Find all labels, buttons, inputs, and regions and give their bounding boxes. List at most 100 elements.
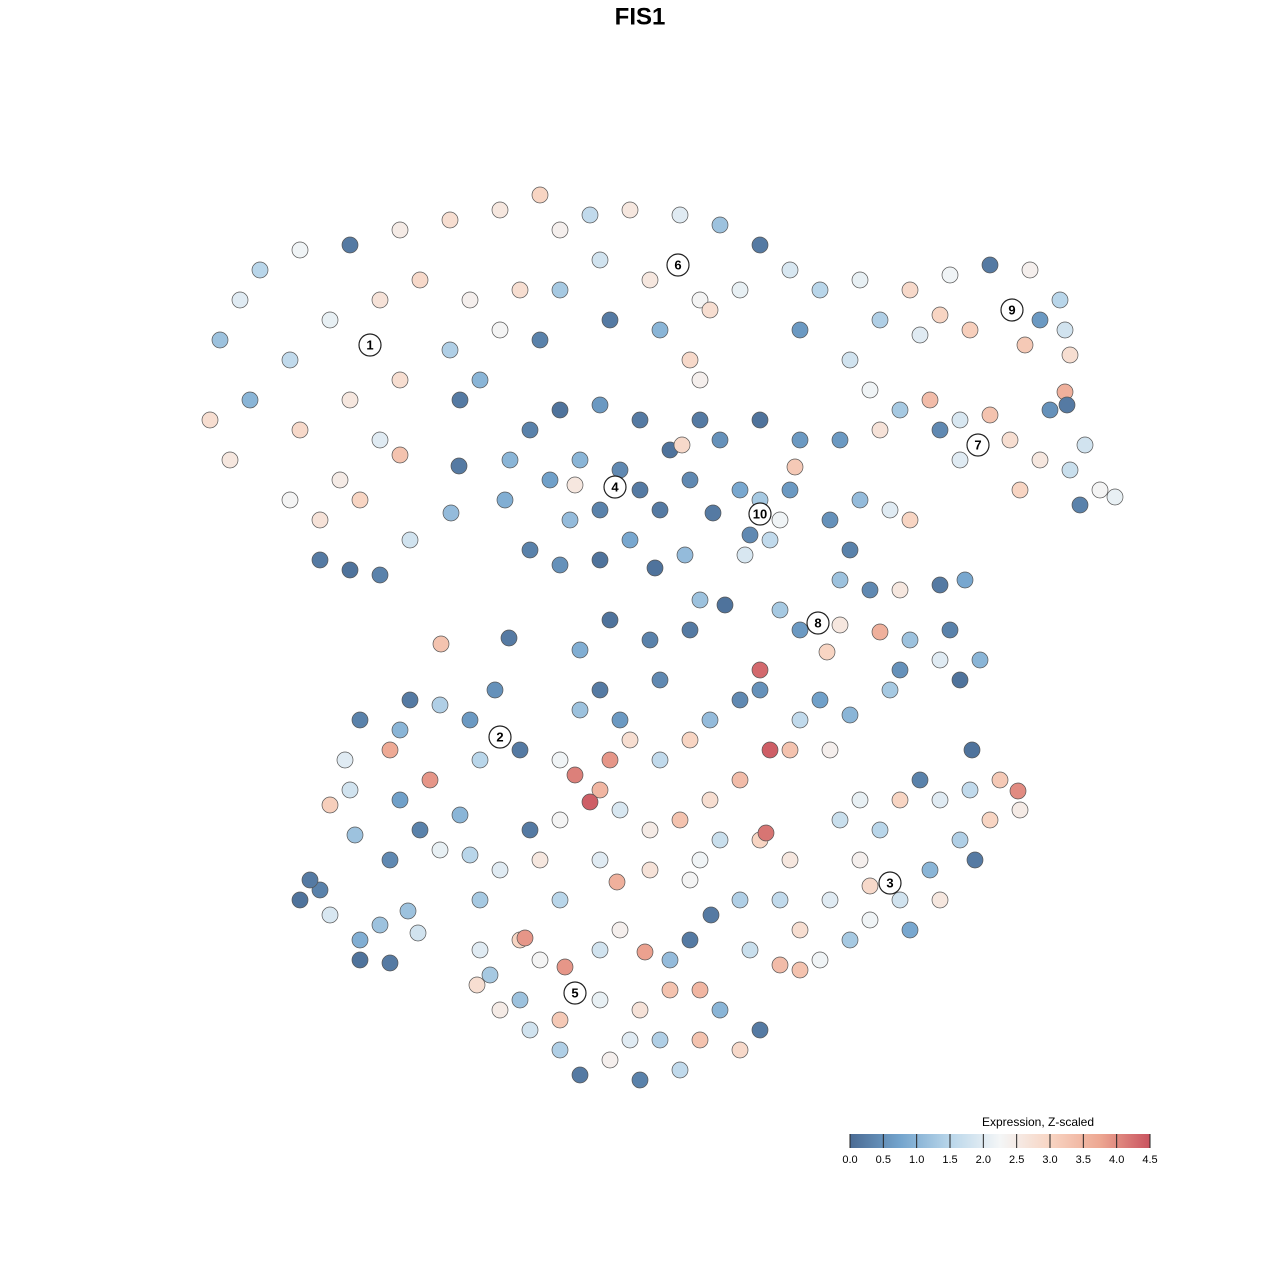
- point: [571, 641, 589, 659]
- point: [921, 391, 939, 409]
- point: [981, 811, 999, 829]
- point: [531, 331, 549, 349]
- point: [781, 741, 799, 759]
- point: [431, 696, 449, 714]
- point: [1031, 451, 1049, 469]
- point: [591, 396, 609, 414]
- point: [431, 841, 449, 859]
- point: [761, 741, 779, 759]
- point: [591, 501, 609, 519]
- point: [566, 476, 584, 494]
- point: [731, 891, 749, 909]
- colorbar-tick-label: 3.5: [1076, 1154, 1091, 1166]
- point: [671, 1061, 689, 1079]
- point: [521, 541, 539, 559]
- point: [701, 791, 719, 809]
- point: [611, 921, 629, 939]
- point: [351, 711, 369, 729]
- point: [561, 511, 579, 529]
- cluster-label: 7: [974, 437, 981, 452]
- point: [631, 1001, 649, 1019]
- point: [391, 446, 409, 464]
- point: [511, 281, 529, 299]
- point: [441, 211, 459, 229]
- point: [691, 291, 709, 309]
- colorbar-tick-label: 2.5: [1009, 1154, 1024, 1166]
- colorbar-gradient: [850, 1134, 1150, 1148]
- point: [442, 504, 460, 522]
- point: [636, 943, 654, 961]
- point: [241, 391, 259, 409]
- cluster-label: 5: [571, 985, 578, 1000]
- point: [861, 381, 879, 399]
- point: [471, 891, 489, 909]
- point: [891, 581, 909, 599]
- point: [351, 951, 369, 969]
- point: [531, 851, 549, 869]
- point: [591, 991, 609, 1009]
- point: [901, 921, 919, 939]
- point: [516, 929, 534, 947]
- cluster-label: 8: [814, 615, 821, 630]
- point: [611, 711, 629, 729]
- point: [351, 491, 369, 509]
- point: [891, 891, 909, 909]
- point: [791, 621, 809, 639]
- point: [941, 621, 959, 639]
- point: [601, 1051, 619, 1069]
- point: [841, 706, 859, 724]
- point: [931, 891, 949, 909]
- point: [931, 576, 949, 594]
- point: [704, 504, 722, 522]
- cluster-marker: [806, 611, 830, 635]
- point: [391, 791, 409, 809]
- point: [451, 806, 469, 824]
- point: [531, 951, 549, 969]
- point: [1051, 291, 1069, 309]
- point: [811, 951, 829, 969]
- point: [371, 916, 389, 934]
- point: [411, 821, 429, 839]
- point: [681, 931, 699, 949]
- point: [691, 981, 709, 999]
- point: [751, 411, 769, 429]
- point: [391, 721, 409, 739]
- point: [336, 751, 354, 769]
- colorbar-title: Expression, Z-scaled: [982, 1115, 1094, 1129]
- colorbar-tick-label: 4.0: [1109, 1154, 1124, 1166]
- point: [956, 571, 974, 589]
- point: [811, 281, 829, 299]
- point: [751, 661, 769, 679]
- point: [468, 976, 486, 994]
- point: [1009, 782, 1027, 800]
- point: [461, 846, 479, 864]
- point: [821, 891, 839, 909]
- point: [511, 991, 529, 1009]
- point: [571, 701, 589, 719]
- point: [851, 491, 869, 509]
- point: [971, 651, 989, 669]
- point: [591, 551, 609, 569]
- point: [941, 266, 959, 284]
- point: [421, 771, 439, 789]
- cluster-marker: [878, 871, 902, 895]
- point: [731, 771, 749, 789]
- point: [841, 541, 859, 559]
- point: [757, 824, 775, 842]
- point: [551, 281, 569, 299]
- point: [786, 458, 804, 476]
- point: [311, 551, 329, 569]
- point: [691, 1031, 709, 1049]
- point: [231, 291, 249, 309]
- point: [531, 186, 549, 204]
- point: [211, 331, 229, 349]
- point: [651, 671, 669, 689]
- point: [281, 351, 299, 369]
- point: [818, 643, 836, 661]
- point: [791, 431, 809, 449]
- point: [691, 851, 709, 869]
- point: [551, 1011, 569, 1029]
- point: [461, 291, 479, 309]
- cluster-label: 1: [366, 337, 373, 352]
- point: [409, 924, 427, 942]
